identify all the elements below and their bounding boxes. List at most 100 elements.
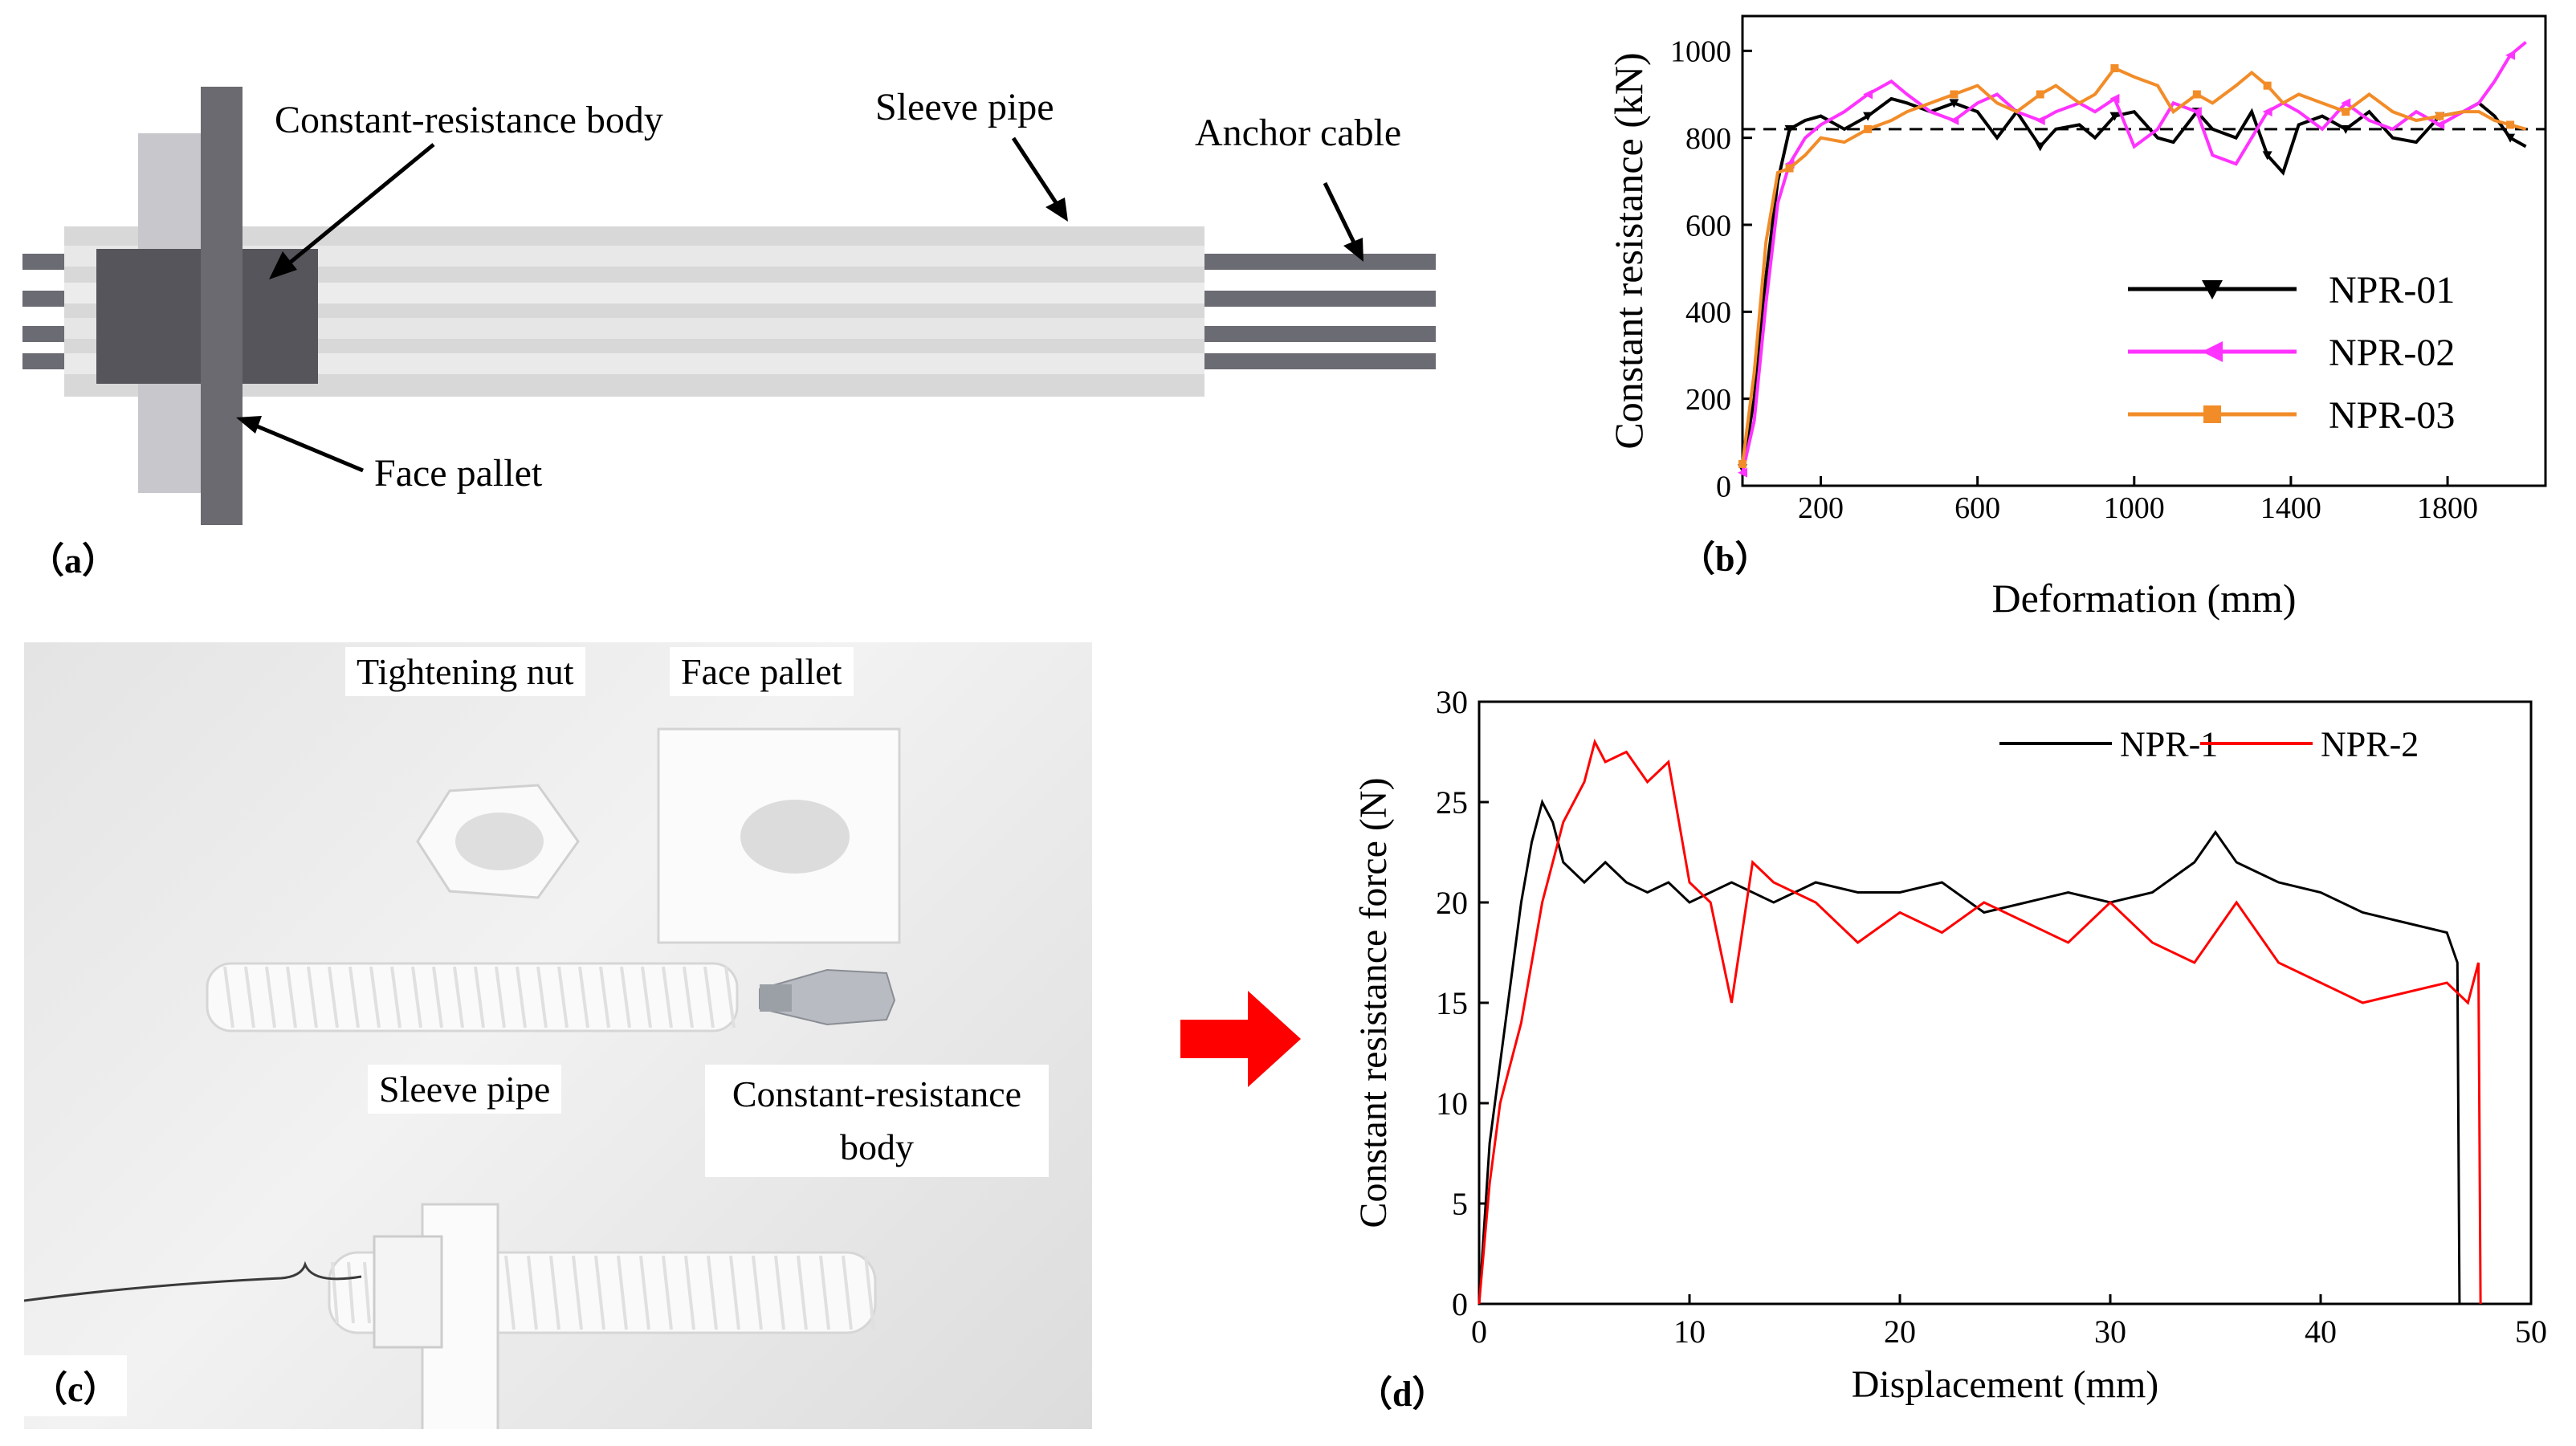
y-tick-label: 15 (1436, 985, 1468, 1021)
x-tick-label: 0 (1471, 1314, 1487, 1350)
chart-d: 0 10 20 30 40 50 0 5 10 15 20 25 30 Displacement (mm)… (1352, 684, 2547, 1406)
data-point (1864, 124, 1873, 133)
red-flow-arrow-d (1180, 991, 1301, 1087)
thread-line (641, 966, 652, 1028)
arrowhead (236, 416, 262, 434)
thread-line (662, 966, 673, 1028)
nut-hole (455, 813, 544, 870)
thread-line (390, 966, 401, 1028)
thread-line (347, 1261, 355, 1324)
data-point (1949, 99, 1959, 108)
chart-b: 200 600 1000 1400 1800 0 200 400 600 800 1000 Defor… (1606, 14, 2547, 621)
y-tick-label: 400 (1685, 296, 1731, 330)
thread-line (432, 966, 443, 1028)
y-tick-label: 20 (1436, 885, 1468, 921)
legend-label: NPR-2 (2321, 724, 2419, 764)
x-tick-label: 200 (1798, 491, 1844, 525)
photo-label-body-line1: Constant-resistance (732, 1073, 1022, 1114)
pallet-hole (740, 800, 850, 874)
thread-line (662, 1255, 673, 1330)
sleeve-pipe-rod (206, 962, 739, 1033)
thread-line (549, 1255, 560, 1330)
photo-label-sleeve-pipe: Sleeve pipe (368, 1065, 562, 1114)
photo-label-tightening-nut: Tightening nut (345, 647, 585, 696)
thread-line (683, 966, 694, 1028)
red-flow-arrow-shape (1180, 991, 1301, 1087)
x-tick-label: 20 (1884, 1314, 1916, 1350)
photo-label-constant-resistance-body: Constant-resistance body (705, 1065, 1049, 1177)
legend-label: NPR-03 (2329, 394, 2455, 437)
y-tick-label: 0 (1452, 1286, 1468, 1322)
y-tick-label: 0 (1716, 470, 1731, 503)
y-axis-label: Constant resistance force (N) (1352, 777, 1395, 1228)
thread-line (729, 1255, 740, 1330)
thread-line (223, 966, 234, 1028)
arrowhead (269, 251, 297, 279)
photo-panel: Tightening nut Face pallet Sleeve pipe C… (24, 642, 1092, 1429)
data-point (1949, 116, 1959, 125)
data-point (2109, 93, 2120, 104)
thread-line (842, 1255, 853, 1330)
thread-line (265, 966, 276, 1028)
y-tick-label: 25 (1436, 784, 1468, 821)
face-pallet (201, 87, 243, 525)
data-point (1785, 164, 1794, 173)
data-point (2342, 108, 2350, 116)
legend-label: NPR-02 (2329, 332, 2455, 374)
body-pointer-arrow (287, 143, 435, 265)
data-point (2341, 98, 2351, 108)
x-tick-label: 1000 (2104, 491, 2165, 525)
thread-line (527, 1255, 538, 1330)
y-tick-label: 10 (1436, 1086, 1468, 1122)
series-line-NPR-01 (1741, 96, 2527, 469)
panel-b-tag: （b） (1680, 540, 1771, 579)
data-point (1738, 467, 1747, 478)
label-face-pallet: Face pallet (374, 452, 543, 495)
thread-line (557, 966, 569, 1028)
plot-frame (1741, 14, 2547, 487)
photo-objects (24, 727, 901, 1429)
data-point (2262, 151, 2272, 161)
thread-line (369, 966, 381, 1028)
data-point (2036, 90, 2044, 99)
thread-line (453, 966, 464, 1028)
thread-line (707, 1255, 718, 1330)
thread-line (572, 1255, 583, 1330)
data-point (2262, 107, 2272, 117)
thread-line (411, 966, 422, 1028)
thread-line (703, 966, 715, 1028)
anchor-schematic (22, 87, 1436, 525)
legend-label: NPR-01 (2329, 269, 2455, 312)
data-point (2110, 64, 2119, 72)
series-line-NPR-1 (1478, 798, 2461, 1305)
data-point (1784, 124, 1795, 134)
data-point (2109, 112, 2120, 121)
thread-line (819, 1255, 830, 1330)
pallet-pointer-arrow (255, 423, 364, 473)
data-point (2035, 116, 2045, 125)
data-point (1950, 90, 1958, 99)
legend-marker (2203, 405, 2221, 423)
thread-line (639, 1255, 650, 1330)
thread-line (620, 966, 631, 1028)
thread-line (474, 966, 485, 1028)
data-point (2505, 50, 2516, 60)
assembled-rod-threads (331, 1255, 875, 1330)
thread-line (724, 966, 736, 1028)
y-tick-label: 600 (1685, 209, 1731, 242)
thread-line (495, 966, 506, 1028)
thread-line (864, 1255, 875, 1330)
legend-marker (2202, 280, 2223, 299)
data-point (2435, 112, 2444, 120)
series-line-NPR-02 (1741, 40, 2527, 474)
x-tick-label: 40 (2305, 1314, 2337, 1350)
arrowhead (1045, 198, 1068, 222)
panel-c-tag: （c） (24, 1355, 127, 1416)
data-point (1863, 112, 1873, 121)
y-tick-label: 5 (1452, 1186, 1468, 1222)
thread-line (797, 1255, 808, 1330)
x-tick-label: 1800 (2417, 491, 2478, 525)
data-point (2192, 90, 2201, 99)
data-point (2191, 107, 2202, 117)
plot-frame (1478, 700, 2533, 1305)
